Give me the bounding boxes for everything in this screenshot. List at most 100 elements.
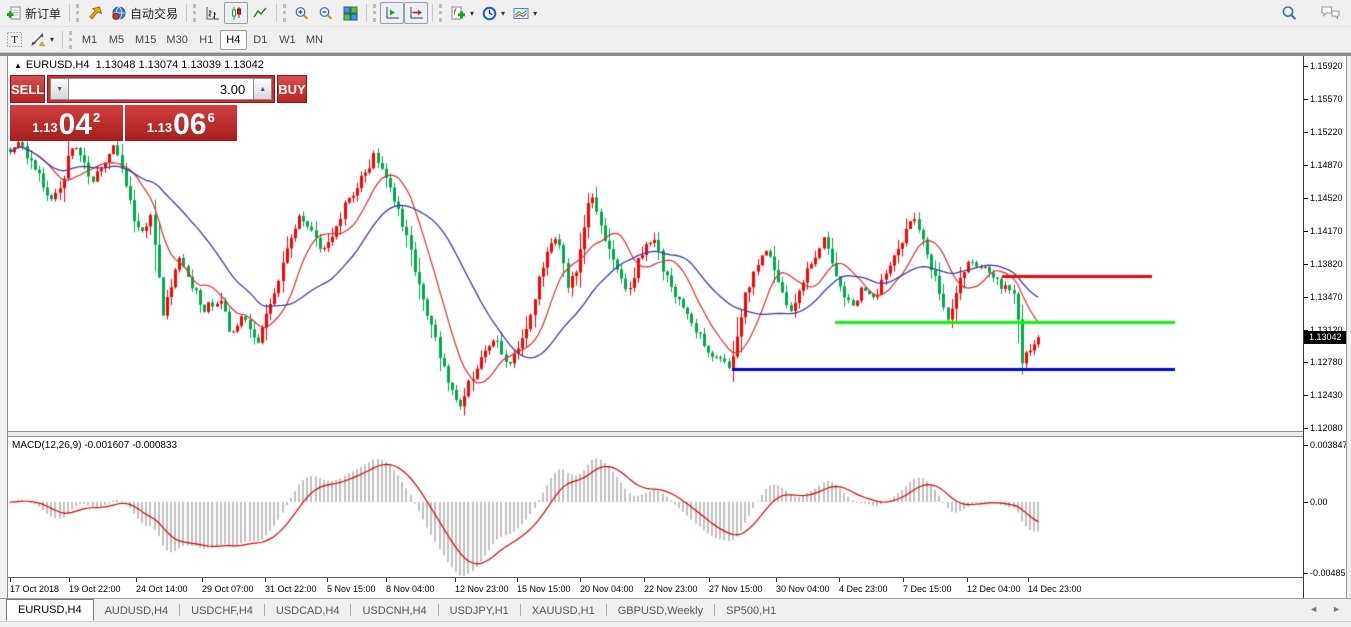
- cursor-icon: [30, 32, 46, 47]
- indicators-icon: f: [450, 6, 466, 21]
- timeframe-h4-button[interactable]: H4: [219, 29, 247, 50]
- toolbar-separator: [276, 4, 278, 22]
- zoom-out-button[interactable]: [314, 2, 338, 24]
- date-axis-tick: [69, 578, 70, 582]
- pointer-icon: [88, 6, 103, 21]
- chart-tab-audusd[interactable]: AUDUSD,H4: [104, 604, 169, 617]
- chart-tab-usdcad[interactable]: USDCAD,H4: [275, 604, 340, 617]
- line-chart-button[interactable]: [248, 2, 272, 24]
- timeframe-m5-button[interactable]: M5: [103, 29, 131, 50]
- cursor-tool-button[interactable]: ▾: [26, 29, 58, 51]
- zoom-in-icon: [294, 6, 310, 21]
- price-axis-tick: [1304, 395, 1308, 396]
- macd-axis-label: 0.00: [1310, 497, 1328, 507]
- sell-price-display[interactable]: 1.13 04 2: [10, 105, 123, 141]
- price-axis-tick: [1304, 165, 1308, 166]
- tab-separator: [437, 604, 439, 616]
- date-axis-tick: [202, 578, 203, 582]
- tile-windows-button[interactable]: [338, 2, 362, 24]
- tab-scroll-right-button[interactable]: ►: [1332, 604, 1341, 614]
- macd-panel[interactable]: MACD(12,26,9) -0.001607 -0.000833: [8, 437, 1303, 577]
- timeframe-m30-button[interactable]: M30: [161, 29, 193, 50]
- periods-button[interactable]: ▾: [478, 2, 509, 24]
- date-axis-label: 24 Oct 14:00: [136, 584, 188, 594]
- chart-tab-usdchf[interactable]: USDCHF,H4: [191, 604, 253, 617]
- toolbar-grip[interactable]: [193, 4, 197, 22]
- dropdown-caret-icon[interactable]: ▾: [533, 8, 538, 18]
- dropdown-caret-icon[interactable]: ▾: [501, 8, 506, 18]
- toolbar-grip[interactable]: [283, 4, 287, 22]
- price-axis-label: 1.12080: [1310, 423, 1343, 433]
- volume-increase-button[interactable]: ▲: [253, 78, 273, 100]
- timeframe-m15-button[interactable]: M15: [130, 29, 162, 50]
- new-order-button[interactable]: 新订单: [2, 2, 65, 24]
- auto-trading-icon: [111, 6, 127, 21]
- chart-tab-xauusd[interactable]: XAUUSD,H1: [531, 604, 595, 617]
- date-axis-label: 30 Nov 04:00: [776, 584, 830, 594]
- toolbar-grip[interactable]: [69, 30, 73, 49]
- sell-price-big: 04: [58, 108, 92, 141]
- toolbar-separator: [186, 4, 188, 22]
- date-axis-label: 8 Nov 04:00: [386, 584, 435, 594]
- price-axis-tick: [1304, 362, 1308, 363]
- chart-tab-sp500[interactable]: SP500,H1: [726, 604, 777, 617]
- chart-tab-usdcnh[interactable]: USDCNH,H4: [362, 604, 427, 617]
- price-axis-tick: [1304, 66, 1308, 67]
- buy-price-display[interactable]: 1.13 06 6: [124, 105, 237, 141]
- collapse-triangle-icon[interactable]: ▲: [14, 61, 22, 70]
- toolbar-separator: [69, 4, 71, 22]
- tab-scroll-left-button[interactable]: ◄: [1309, 604, 1319, 614]
- auto-trading-button[interactable]: 自动交易: [107, 2, 182, 24]
- sell-button[interactable]: SELL: [10, 75, 46, 103]
- toolbar-grip[interactable]: [373, 4, 377, 22]
- date-axis-tick: [327, 578, 328, 582]
- tab-separator: [179, 604, 181, 616]
- chart-tab-usdjpy[interactable]: USDJPY,H1: [449, 604, 509, 617]
- candlestick-button[interactable]: [224, 2, 249, 24]
- zoom-in-button[interactable]: [290, 2, 314, 24]
- buy-button[interactable]: BUY: [277, 75, 307, 103]
- date-axis-label: 17 Oct 2018: [10, 584, 60, 594]
- panel-splitter[interactable]: [8, 431, 1303, 437]
- price-axis-label: 1.14870: [1310, 160, 1343, 170]
- chat-icon: [1320, 5, 1341, 21]
- date-axis-tick: [903, 578, 904, 582]
- volume-input[interactable]: [69, 78, 254, 100]
- templates-button[interactable]: ▾: [509, 2, 541, 24]
- toolbar-grip[interactable]: [439, 4, 443, 22]
- text-tool-button[interactable]: T: [2, 29, 26, 51]
- timeframe-w1-button[interactable]: W1: [273, 29, 301, 50]
- date-axis-label: 19 Oct 22:00: [69, 584, 121, 594]
- chart-shift-icon: [385, 6, 400, 21]
- pointer-button[interactable]: [83, 2, 107, 24]
- volume-decrease-button[interactable]: ▼: [50, 78, 70, 100]
- tile-windows-icon: [343, 6, 358, 21]
- timeframe-m1-button[interactable]: M1: [76, 29, 104, 50]
- toolbar-grip[interactable]: [76, 4, 80, 22]
- date-axis-tick: [967, 578, 968, 582]
- price-chart[interactable]: ▲ EURUSD,H4 1.13048 1.13074 1.13039 1.130…: [8, 56, 1303, 431]
- auto-scroll-button[interactable]: [404, 2, 429, 24]
- volume-spinner: ▼ ▲: [47, 75, 276, 103]
- timeframe-h1-button[interactable]: H1: [192, 29, 220, 50]
- dropdown-caret-icon[interactable]: ▾: [50, 35, 55, 44]
- chart-tab-gbpusd[interactable]: GBPUSD,Weekly: [617, 604, 704, 617]
- search-button[interactable]: [1277, 2, 1302, 24]
- bar-chart-button[interactable]: [200, 2, 224, 24]
- timeframe-mn-button[interactable]: MN: [300, 29, 328, 50]
- chart-tab-eurusd[interactable]: EURUSD,H4: [6, 599, 94, 621]
- chat-button[interactable]: [1316, 2, 1345, 24]
- svg-text:T: T: [11, 34, 18, 46]
- date-axis-label: 14 Dec 23:00: [1028, 584, 1082, 594]
- indicators-button[interactable]: f ▾: [446, 2, 478, 24]
- macd-canvas[interactable]: [8, 437, 1303, 577]
- dropdown-caret-icon[interactable]: ▾: [470, 8, 475, 18]
- timeframe-d1-button[interactable]: D1: [246, 29, 274, 50]
- chart-shift-button[interactable]: [380, 2, 405, 24]
- price-axis-tick: [1304, 297, 1308, 298]
- buy-price-prefix: 1.13: [146, 120, 173, 135]
- macd-axis-label: 0.003847: [1310, 440, 1348, 450]
- search-icon: [1281, 5, 1298, 22]
- price-axis-border: [1303, 56, 1304, 598]
